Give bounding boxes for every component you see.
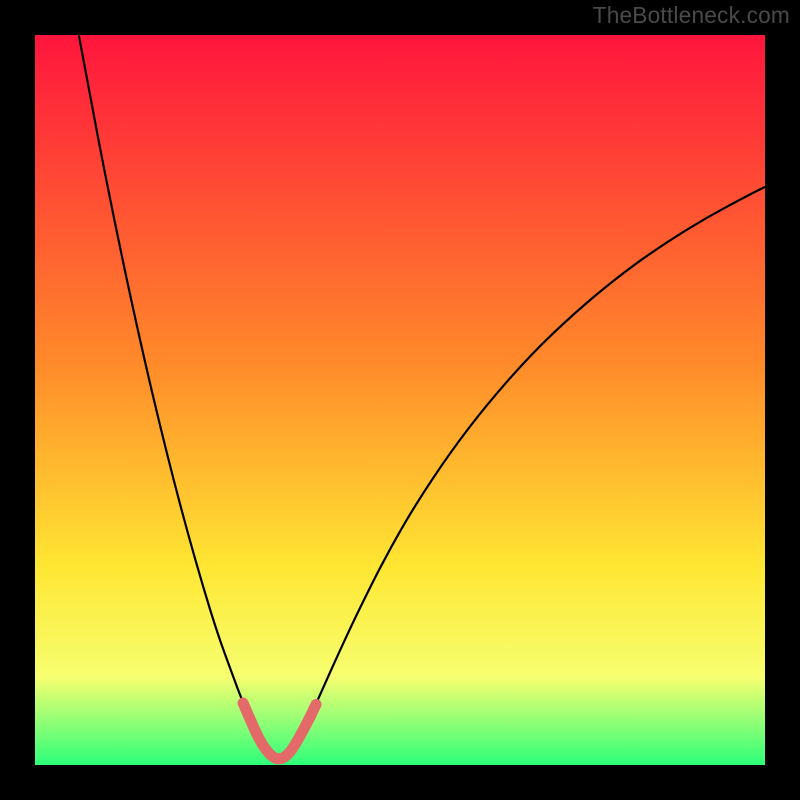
bottleneck-curve [79, 35, 765, 759]
curve-layer [0, 0, 800, 800]
watermark-text: TheBottleneck.com [593, 2, 790, 29]
chart-frame: TheBottleneck.com [0, 0, 800, 800]
bottleneck-valley-highlight [243, 703, 316, 759]
